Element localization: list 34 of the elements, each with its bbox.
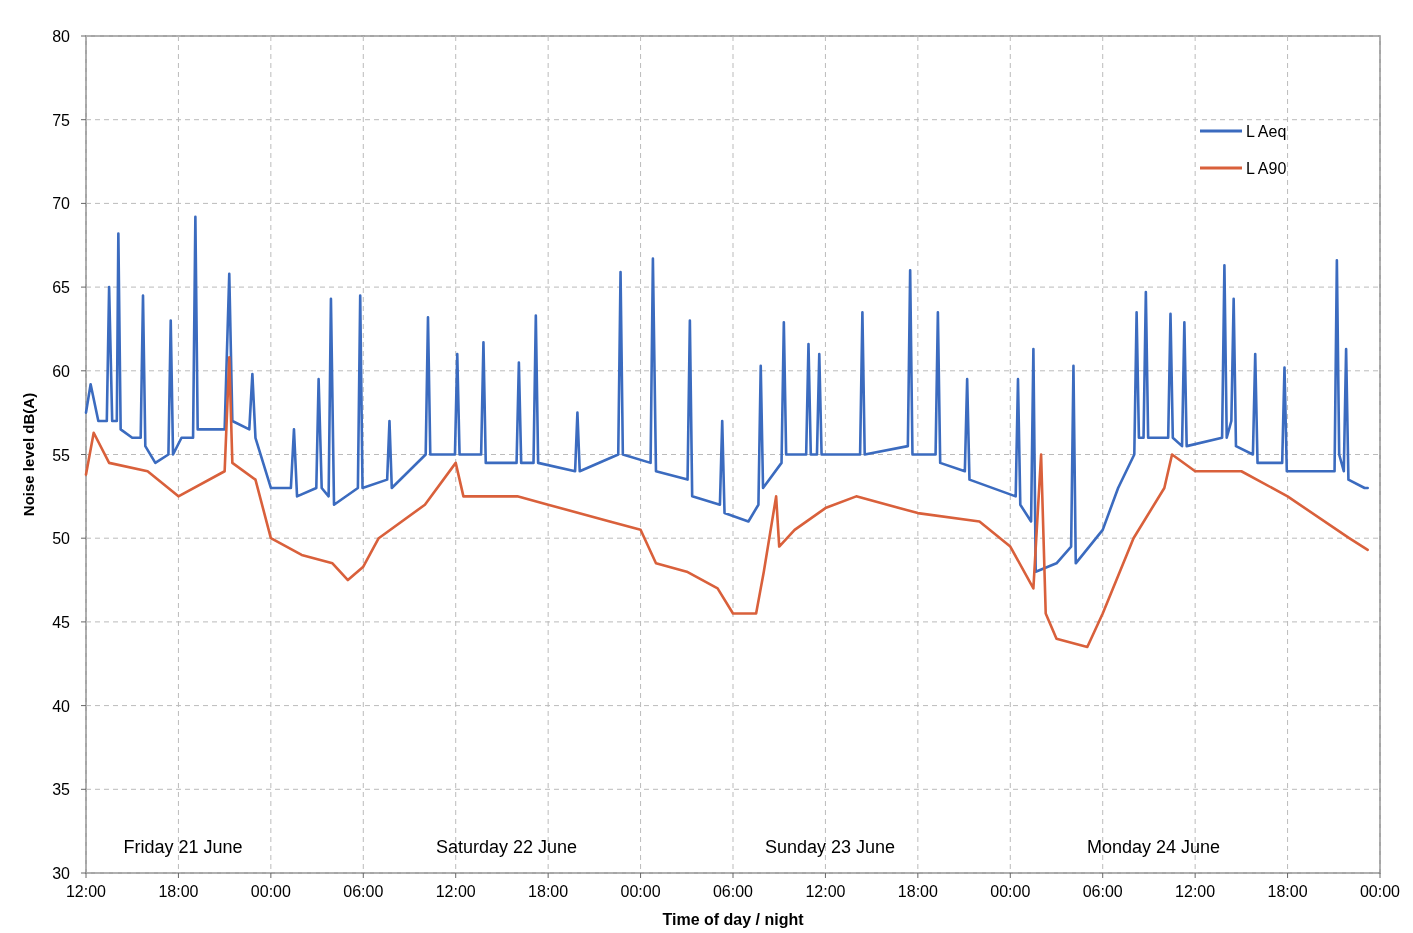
y-tick-label: 55 bbox=[52, 446, 71, 464]
y-tick-label: 45 bbox=[52, 613, 71, 631]
x-tick-label: 18:00 bbox=[1267, 883, 1308, 900]
annotation: Saturday 22 June bbox=[436, 837, 578, 857]
legend-label: L Aeq bbox=[1246, 123, 1287, 140]
x-tick-label: 00:00 bbox=[990, 883, 1031, 900]
x-tick-label: 00:00 bbox=[1359, 883, 1401, 900]
x-tick-label: 12:00 bbox=[65, 883, 107, 900]
y-tick-label: 30 bbox=[52, 865, 71, 882]
y-axis-title: Noise level dB(A) bbox=[20, 392, 37, 517]
annotation: Sunday 23 June bbox=[765, 837, 896, 857]
x-tick-label: 12:00 bbox=[805, 883, 846, 900]
y-tick-label: 70 bbox=[52, 195, 71, 213]
x-tick-label: 00:00 bbox=[250, 883, 291, 900]
x-tick-label: 18:00 bbox=[528, 883, 569, 900]
annotation: Monday 24 June bbox=[1087, 837, 1221, 857]
x-tick-label: 18:00 bbox=[158, 883, 199, 900]
x-tick-label: 00:00 bbox=[620, 883, 661, 900]
y-tick-label: 75 bbox=[52, 111, 71, 129]
x-tick-label: 06:00 bbox=[1082, 883, 1123, 900]
x-tick-label: 06:00 bbox=[712, 883, 754, 900]
y-tick-label: 50 bbox=[52, 530, 71, 548]
y-tick-label: 60 bbox=[52, 362, 71, 380]
x-axis-title: Time of day / night bbox=[662, 911, 805, 928]
y-tick-label: 80 bbox=[52, 28, 71, 45]
legend-label: L A90 bbox=[1246, 160, 1287, 177]
y-tick-label: 40 bbox=[52, 697, 71, 715]
x-tick-label: 12:00 bbox=[435, 883, 476, 900]
x-tick-label: 06:00 bbox=[343, 883, 384, 900]
y-tick-label: 65 bbox=[52, 279, 71, 297]
x-tick-label: 18:00 bbox=[897, 883, 938, 900]
annotation: Friday 21 June bbox=[123, 837, 243, 857]
y-tick-label: 35 bbox=[52, 781, 71, 799]
x-tick-label: 12:00 bbox=[1175, 883, 1216, 900]
